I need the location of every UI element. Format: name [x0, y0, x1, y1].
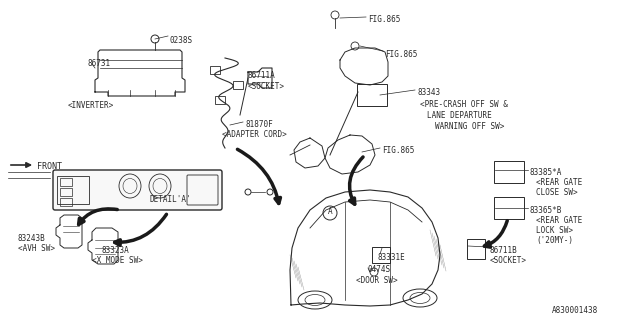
- Text: <X MODE SW>: <X MODE SW>: [92, 256, 143, 265]
- Text: FRONT: FRONT: [37, 162, 62, 171]
- Text: LOCK SW>: LOCK SW>: [536, 226, 573, 235]
- Text: 86711A: 86711A: [248, 71, 276, 80]
- Text: 86731: 86731: [88, 59, 111, 68]
- FancyBboxPatch shape: [53, 170, 222, 210]
- Text: 83365*B: 83365*B: [530, 206, 563, 215]
- Text: 83243B: 83243B: [18, 234, 45, 243]
- Text: 83331E: 83331E: [378, 253, 406, 262]
- Ellipse shape: [298, 291, 332, 309]
- Text: DETAIL'A': DETAIL'A': [150, 195, 191, 204]
- Text: <INVERTER>: <INVERTER>: [68, 101, 115, 110]
- Text: 0474S: 0474S: [368, 265, 391, 274]
- Text: 81870F: 81870F: [245, 120, 273, 129]
- Text: FIG.865: FIG.865: [385, 50, 417, 59]
- Bar: [57, 176, 89, 204]
- Ellipse shape: [403, 289, 437, 307]
- Bar: [60, 198, 72, 206]
- Bar: [60, 188, 72, 196]
- Text: WARNING OFF SW>: WARNING OFF SW>: [435, 122, 504, 131]
- Text: 83343: 83343: [417, 88, 440, 97]
- Text: 0238S: 0238S: [170, 36, 193, 45]
- Text: <SOCKET>: <SOCKET>: [248, 82, 285, 91]
- Text: <PRE-CRASH OFF SW &: <PRE-CRASH OFF SW &: [420, 100, 508, 109]
- Text: <SOCKET>: <SOCKET>: [490, 256, 527, 265]
- Text: FIG.865: FIG.865: [368, 15, 401, 24]
- Text: <REAR GATE: <REAR GATE: [536, 216, 582, 225]
- Text: 83323A: 83323A: [102, 246, 130, 255]
- Bar: [210, 66, 220, 74]
- Text: CLOSE SW>: CLOSE SW>: [536, 188, 578, 197]
- Text: <REAR GATE: <REAR GATE: [536, 178, 582, 187]
- Text: LANE DEPARTURE: LANE DEPARTURE: [427, 111, 492, 120]
- Text: <ADAPTER CORD>: <ADAPTER CORD>: [222, 130, 287, 139]
- Text: A: A: [328, 207, 332, 217]
- Text: <DOOR SW>: <DOOR SW>: [356, 276, 397, 285]
- Text: 86711B: 86711B: [490, 246, 518, 255]
- Bar: [215, 96, 225, 104]
- Bar: [233, 81, 243, 89]
- Text: ('20MY-): ('20MY-): [536, 236, 573, 245]
- Text: A830001438: A830001438: [552, 306, 598, 315]
- Text: FIG.865: FIG.865: [382, 146, 414, 155]
- Text: 83385*A: 83385*A: [530, 168, 563, 177]
- Bar: [60, 178, 72, 186]
- Text: <AVH SW>: <AVH SW>: [18, 244, 55, 253]
